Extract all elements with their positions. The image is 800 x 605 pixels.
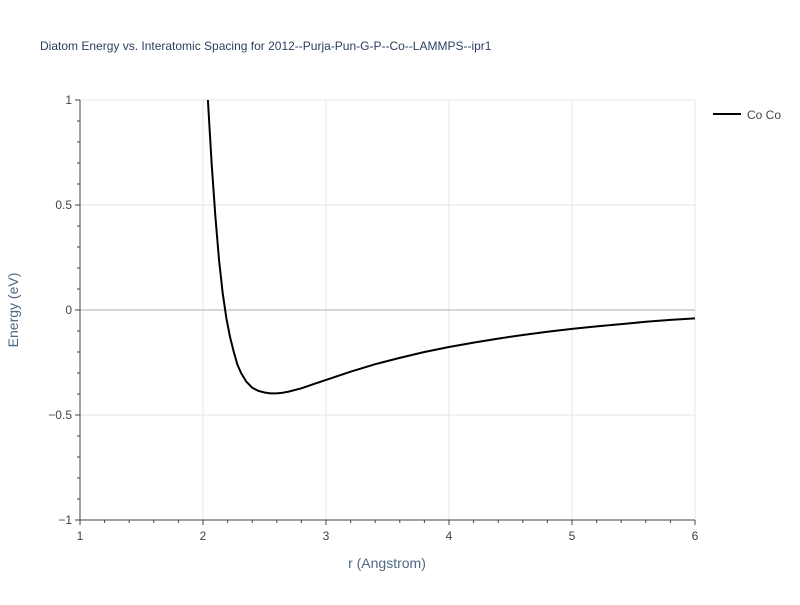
x-tick-label: 4: [446, 529, 453, 543]
legend-label: Co Co: [747, 108, 781, 122]
axes: [75, 99, 696, 525]
chart-title: Diatom Energy vs. Interatomic Spacing fo…: [40, 39, 492, 53]
series-layer: [206, 99, 696, 395]
y-tick-label: −1: [58, 513, 72, 527]
y-tick-label: 1: [65, 93, 72, 107]
x-tick-label: 3: [323, 529, 330, 543]
grid-lines: [80, 99, 696, 520]
legend[interactable]: Co Co: [713, 108, 781, 122]
tick-labels: 1 2 3 4 5 6 −1 −0.5 0 0.5 1: [48, 93, 698, 543]
series-line-co-co: [206, 99, 696, 395]
x-tick-label: 6: [692, 529, 699, 543]
y-tick-label: −0.5: [48, 408, 72, 422]
x-tick-label: 1: [77, 529, 84, 543]
x-tick-label: 5: [569, 529, 576, 543]
x-axis-title: r (Angstrom): [348, 555, 426, 571]
x-tick-label: 2: [200, 529, 207, 543]
y-axis-title: Energy (eV): [5, 273, 21, 348]
y-tick-label: 0.5: [55, 198, 72, 212]
y-tick-label: 0: [65, 303, 72, 317]
